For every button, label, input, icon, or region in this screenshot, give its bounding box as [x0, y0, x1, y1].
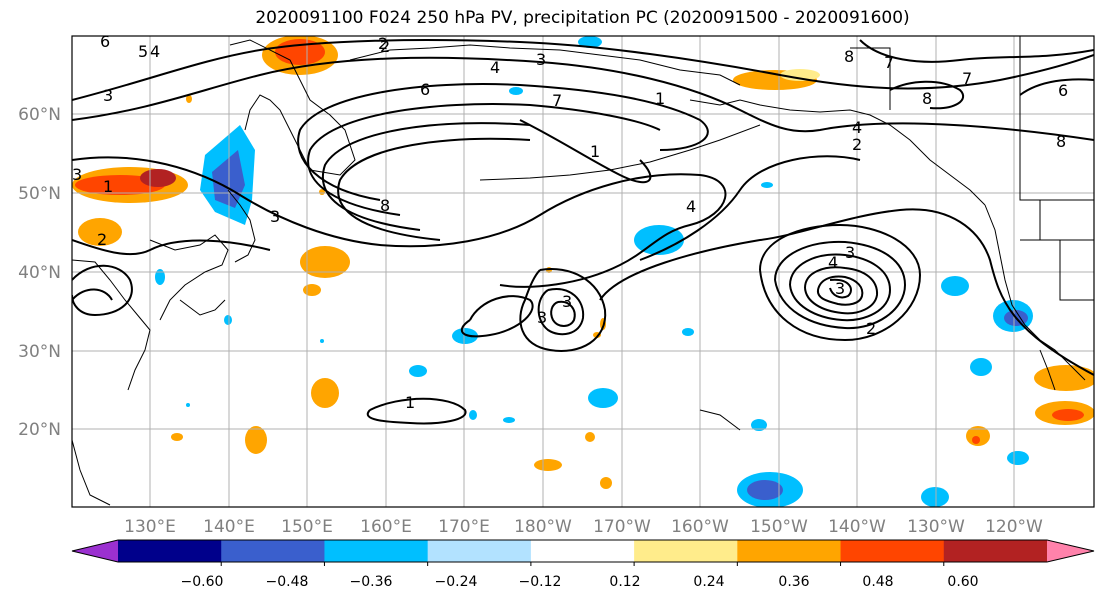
contour-label: 7: [552, 91, 562, 110]
contour-label: 2: [852, 135, 862, 154]
lat-label: 20°N: [18, 420, 61, 440]
latitude-labels: 60°N 50°N 40°N 30°N 20°N: [18, 105, 61, 440]
colorbar-tick-labels: −0.60 −0.48 −0.36 −0.24 −0.12 0.12 0.24 …: [181, 574, 979, 590]
map-frame: [71, 35, 1095, 508]
contour-label: 8: [922, 89, 932, 108]
lon-label: 160°E: [360, 517, 412, 537]
lat-label: 30°N: [18, 342, 61, 362]
colorbar-bin: [840, 540, 945, 562]
contour-label: 6: [420, 80, 430, 99]
colorbar-tick-label: 0.12: [609, 574, 640, 590]
lon-label: 150°E: [281, 517, 333, 537]
contour-label: 3: [835, 279, 845, 298]
contour-label: 7: [884, 53, 894, 72]
lon-label: 120°W: [985, 517, 1043, 537]
lat-label: 60°N: [18, 105, 61, 125]
lat-label: 50°N: [18, 184, 61, 204]
contour-label: 1: [405, 393, 415, 412]
lon-label: 160°W: [671, 517, 729, 537]
lon-label: 140°W: [828, 517, 886, 537]
colorbar-tick-label: −0.36: [350, 574, 393, 590]
lon-label: 170°W: [593, 517, 651, 537]
coastlines: [72, 36, 1094, 506]
lon-label: 180°W: [514, 517, 572, 537]
contour-label: 3: [536, 50, 546, 69]
graticule: [72, 36, 1094, 507]
contour-label: 2: [380, 37, 390, 56]
colorbar-bin: [324, 540, 429, 562]
contour-label: 2: [97, 230, 107, 249]
contour-label: 5: [138, 42, 148, 61]
colorbar-bin: [118, 540, 222, 562]
lon-label: 130°E: [124, 517, 176, 537]
contour-labels: 6 5 4 3 2 4 3 7 6 1 8 8 7 7 8 6 4 2 8 3 …: [72, 32, 1068, 412]
lon-label: 170°E: [438, 517, 490, 537]
colorbar-bin: [943, 540, 1048, 562]
colorbar-tick-label: −0.12: [519, 574, 562, 590]
contour-label: 4: [852, 118, 862, 137]
contour-label: 3: [103, 86, 113, 105]
colorbar-tick-label: 0.36: [778, 574, 809, 590]
contour-label: 4: [490, 58, 500, 77]
contour-label: 1: [103, 177, 113, 196]
contour-label: 7: [962, 69, 972, 88]
lon-label: 140°E: [203, 517, 255, 537]
colorbar-tick-label: 0.60: [947, 574, 978, 590]
longitude-labels: 130°E 140°E 150°E 160°E 170°E 180°W 170°…: [124, 517, 1043, 537]
colorbar-outline: [71, 539, 1095, 563]
contour-label: 3: [537, 308, 547, 327]
contour-label: 1: [590, 142, 600, 161]
colorbar-tick-label: −0.60: [181, 574, 224, 590]
contour-label: 4: [686, 197, 696, 216]
contour-label: 8: [844, 47, 854, 66]
colorbar-bin: [427, 540, 532, 562]
colorbar-bin: [737, 540, 842, 562]
colorbar-tick-label: 0.48: [862, 574, 893, 590]
contour-label: 6: [100, 32, 110, 51]
contour-label: 3: [270, 207, 280, 226]
pv-contours: [72, 39, 1094, 425]
contour-label: 8: [380, 196, 390, 215]
lon-label: 130°W: [907, 517, 965, 537]
lat-label: 40°N: [18, 263, 61, 283]
contour-label: 4: [150, 42, 160, 61]
contour-label: 4: [828, 253, 838, 272]
contour-label: 2: [378, 34, 388, 53]
lon-label: 150°W: [750, 517, 808, 537]
colorbar-extend-low: [72, 540, 118, 562]
contour-label: 2: [866, 319, 876, 338]
contour-label: 6: [1058, 81, 1068, 100]
colorbar-tick-label: −0.24: [435, 574, 478, 590]
colorbar-extend-high: [1047, 540, 1094, 562]
contour-label: 1: [655, 89, 665, 108]
colorbar-bin: [530, 540, 635, 562]
contour-label: 8: [1056, 132, 1066, 151]
colorbar-bin: [634, 540, 738, 562]
map-title: 2020091100 F024 250 hPa PV, precipitatio…: [255, 8, 910, 28]
colorbar-bin: [221, 540, 325, 562]
colorbar-tick-label: −0.48: [266, 574, 309, 590]
contour-label: 3: [845, 243, 855, 262]
contour-label: 3: [562, 292, 572, 311]
contour-label: 3: [72, 165, 82, 184]
colorbar-tick-label: 0.24: [693, 574, 724, 590]
colorbar: [71, 539, 1095, 566]
